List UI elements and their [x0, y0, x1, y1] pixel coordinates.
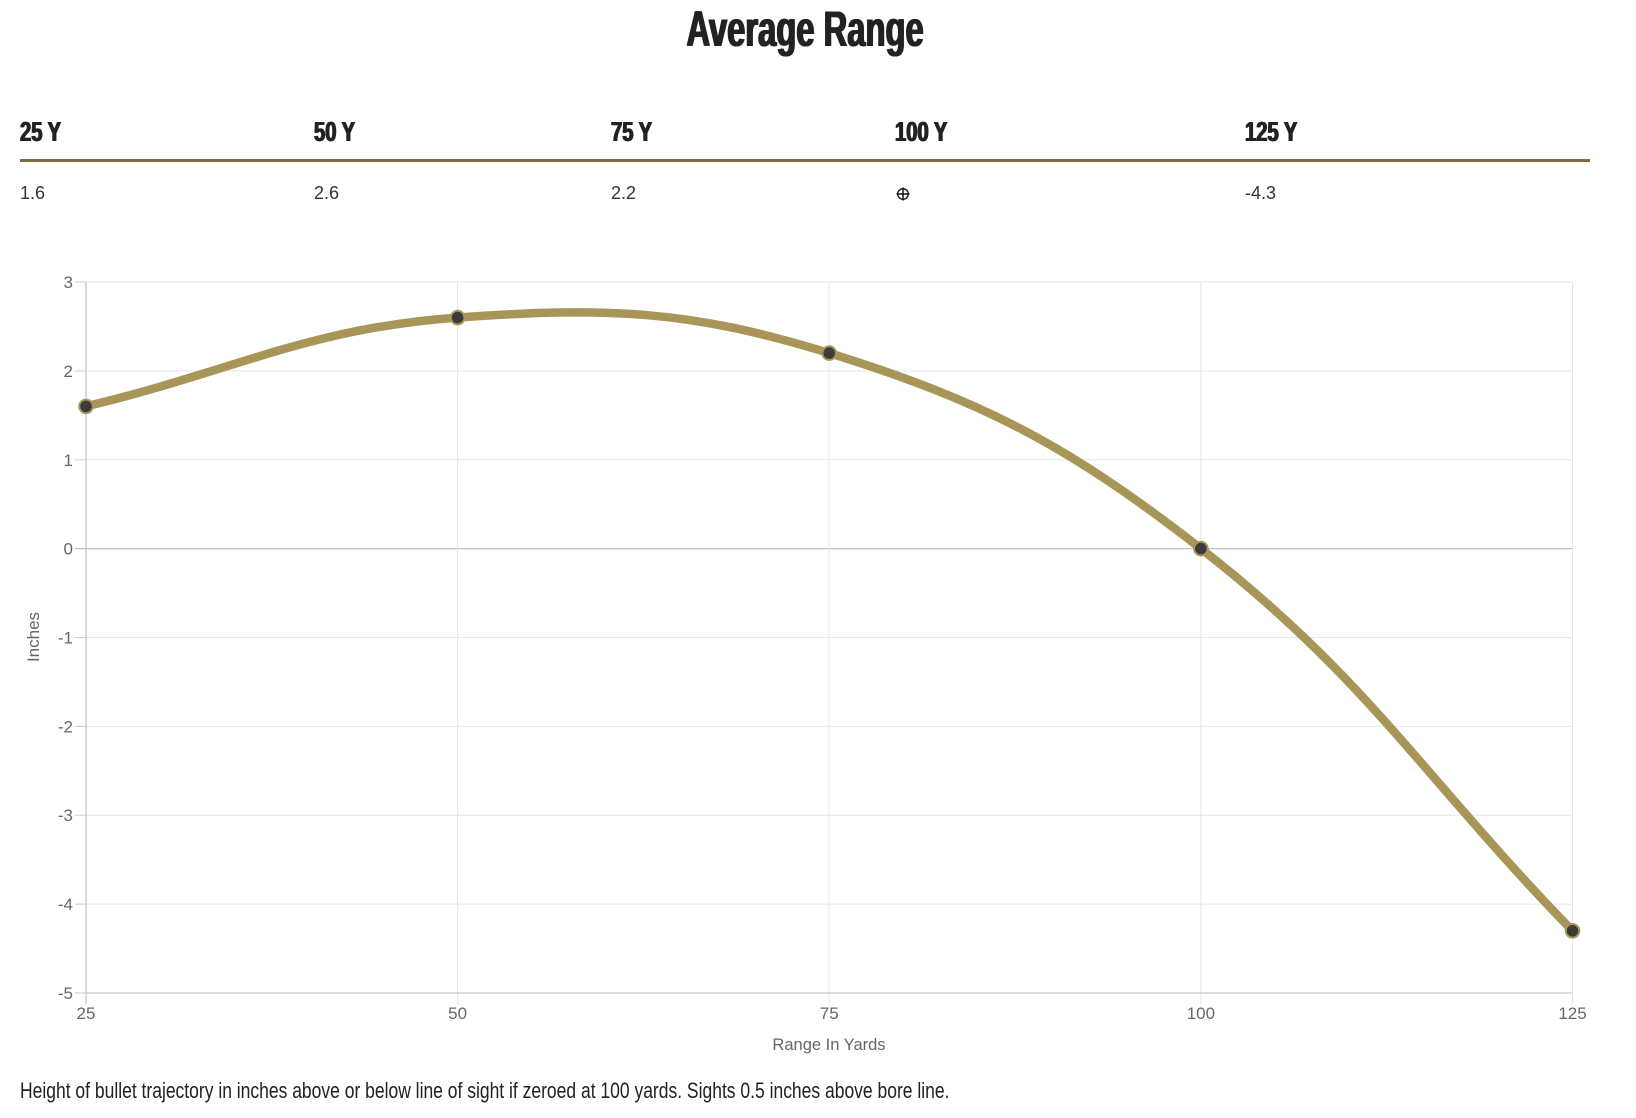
svg-text:1: 1: [64, 451, 73, 470]
svg-text:-3: -3: [58, 806, 73, 825]
svg-text:-2: -2: [58, 717, 73, 736]
svg-text:Range In Yards: Range In Yards: [772, 1036, 885, 1054]
svg-text:25: 25: [77, 1004, 96, 1023]
svg-text:0: 0: [64, 540, 73, 559]
svg-text:Inches: Inches: [24, 612, 43, 662]
svg-text:75: 75: [820, 1004, 839, 1023]
svg-text:2: 2: [64, 362, 73, 381]
svg-text:125: 125: [1558, 1004, 1586, 1023]
svg-text:100: 100: [1187, 1004, 1215, 1023]
svg-text:-1: -1: [58, 629, 73, 648]
svg-text:-5: -5: [58, 984, 73, 1003]
svg-text:3: 3: [64, 273, 73, 292]
svg-text:50: 50: [448, 1004, 467, 1023]
svg-text:-4: -4: [58, 895, 73, 914]
